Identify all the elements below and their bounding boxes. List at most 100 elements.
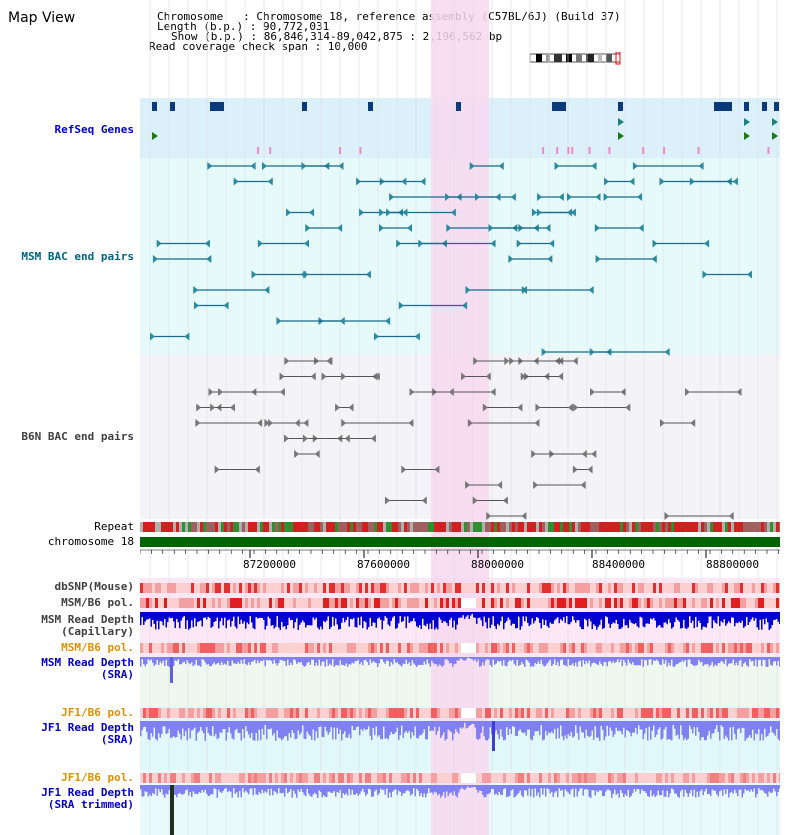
depth-bar [768, 721, 770, 734]
polymorphism-cell [368, 773, 371, 783]
depth-bar [678, 785, 680, 798]
refseq-gene [774, 102, 779, 111]
polymorphism-cell [497, 643, 500, 653]
polymorphism-cell [581, 773, 584, 783]
polymorphism-cell [644, 773, 647, 783]
polymorphism-cell [383, 708, 386, 718]
depth-bar [444, 785, 446, 798]
polymorphism-cell [581, 598, 584, 608]
depth-bar [569, 721, 571, 737]
depth-bar [573, 785, 575, 798]
depth-bar [554, 657, 556, 660]
polymorphism-cell [437, 643, 440, 653]
depth-bar [644, 785, 646, 792]
depth-bar [360, 657, 362, 663]
msm-bac-end [445, 193, 451, 201]
polymorphism-cell [305, 583, 308, 593]
polymorphism-cell [299, 708, 302, 718]
depth-bar [369, 612, 371, 618]
polymorphism-cell [710, 708, 713, 718]
polymorphism-cell [215, 598, 218, 608]
polymorphism-cell [515, 773, 518, 783]
depth-bar [489, 721, 491, 728]
polymorphism-cell [566, 708, 569, 718]
repeat-mark [542, 522, 545, 532]
polymorphism-cell [443, 598, 446, 608]
depth-bar [474, 721, 476, 728]
depth-bar [701, 657, 703, 662]
depth-bar [167, 785, 169, 795]
polymorphism-cell [527, 773, 530, 783]
depth-bar [653, 612, 655, 618]
depth-bar [389, 721, 391, 736]
repeat-mark [533, 522, 536, 532]
depth-bar [458, 721, 460, 734]
polymorphism-cell [377, 773, 380, 783]
depth-bar [744, 657, 746, 662]
polymorphism-cell [353, 598, 356, 608]
depth-bar [351, 612, 353, 620]
depth-bar [221, 721, 223, 733]
repeat-mark [236, 522, 239, 532]
depth-bar [708, 721, 710, 731]
depth-bar [624, 785, 626, 795]
repeat-mark [581, 522, 584, 532]
repeat-mark [272, 522, 275, 532]
polymorphism-cell [653, 773, 656, 783]
depth-bar [297, 785, 299, 790]
chromosome-ideogram-icon[interactable] [528, 52, 624, 66]
depth-bar [248, 721, 250, 735]
repeat-mark [266, 522, 269, 532]
depth-bar [332, 785, 334, 793]
polymorphism-cell [632, 773, 635, 783]
depth-bar [231, 657, 233, 661]
depth-bar [321, 657, 323, 662]
depth-bar [303, 657, 305, 667]
depth-bar [168, 657, 170, 667]
depth-bar [164, 657, 166, 667]
depth-bar [144, 721, 146, 727]
polymorphism-cell [665, 773, 668, 783]
polymorphism-cell [296, 708, 299, 718]
polymorphism-cell [692, 583, 695, 593]
depth-bar [450, 657, 452, 664]
genome-canvas[interactable] [140, 0, 780, 835]
polymorphism-cell [521, 583, 524, 593]
depth-bar [255, 785, 257, 795]
depth-bar [455, 612, 457, 630]
polymorphism-cell [584, 773, 587, 783]
depth-bar [752, 785, 754, 792]
repeat-mark [413, 522, 416, 532]
depth-bar [179, 785, 181, 793]
repeat-mark [530, 522, 533, 532]
depth-bar [188, 657, 190, 663]
genome-viewer[interactable] [140, 0, 780, 835]
polymorphism-cell [566, 598, 569, 608]
depth-bar [540, 657, 542, 660]
depth-bar [434, 721, 436, 727]
polymorphism-cell [320, 583, 323, 593]
repeat-mark [206, 522, 209, 532]
polymorphism-cell [707, 598, 710, 608]
depth-bar [623, 721, 625, 728]
polymorphism-cell [773, 708, 776, 718]
depth-bar [261, 721, 263, 729]
depth-bar [443, 657, 445, 666]
depth-bar [398, 721, 400, 740]
depth-bar [654, 657, 656, 661]
depth-bar [281, 785, 283, 794]
depth-bar [624, 612, 626, 626]
jf1-read-depth-sra-label: JF1 Read Depth [41, 721, 134, 734]
depth-bar [410, 657, 412, 666]
depth-bar [380, 657, 382, 660]
polymorphism-cell [770, 643, 773, 653]
depth-bar [611, 657, 613, 664]
polymorphism-cell [209, 598, 212, 608]
polymorphism-cell [746, 583, 749, 593]
polymorphism-cell [542, 708, 545, 718]
depth-bar [462, 721, 464, 728]
polymorphism-cell [614, 643, 617, 653]
repeat-mark [776, 522, 779, 532]
depth-bar [336, 612, 338, 625]
depth-bar [521, 721, 523, 732]
